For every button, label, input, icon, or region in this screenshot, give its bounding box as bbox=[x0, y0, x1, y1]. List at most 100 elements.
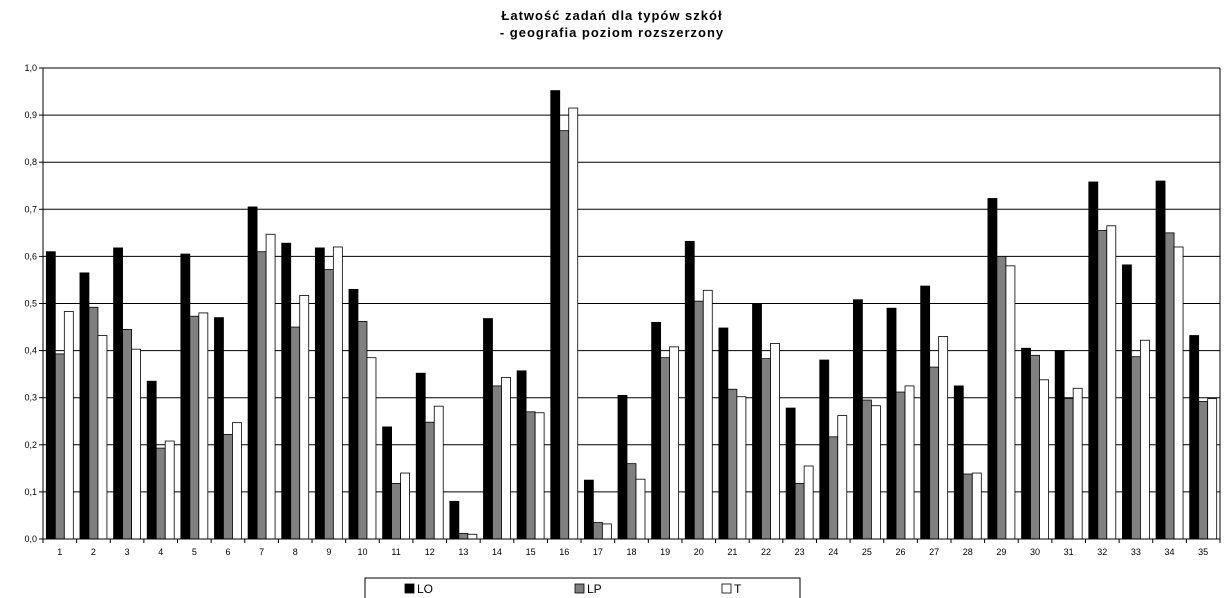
y-tick-label: 0,2 bbox=[24, 440, 37, 450]
bar-lo-30 bbox=[1021, 347, 1031, 540]
bar-lo-17 bbox=[583, 479, 594, 540]
bar-t-8 bbox=[299, 295, 310, 540]
bar-t-10 bbox=[366, 357, 377, 540]
bar-t-18 bbox=[635, 478, 646, 540]
x-tick-label: 13 bbox=[458, 547, 468, 557]
bar-lp-35 bbox=[1198, 401, 1209, 540]
bar-t-4 bbox=[164, 440, 175, 540]
x-tick-label: 19 bbox=[660, 547, 670, 557]
bar-t-20 bbox=[702, 289, 713, 540]
bar-t-33 bbox=[1140, 339, 1150, 540]
bar-lo-14 bbox=[483, 318, 493, 540]
x-tick-label: 2 bbox=[91, 547, 96, 557]
bar-lp-31 bbox=[1063, 398, 1074, 540]
x-tick-label: 26 bbox=[896, 547, 906, 557]
bar-lo-27 bbox=[920, 285, 931, 540]
x-tick-label: 31 bbox=[1064, 547, 1074, 557]
bar-lp-18 bbox=[626, 463, 637, 540]
x-tick-label: 25 bbox=[862, 547, 872, 557]
bar-t-16 bbox=[568, 107, 579, 540]
x-tick-label: 24 bbox=[828, 547, 838, 557]
axes: 0,00,10,20,30,40,50,60,70,80,91,01 2 3 4 5 6 7… bbox=[24, 63, 1221, 557]
bar-t-27 bbox=[938, 336, 949, 540]
bar-t-7 bbox=[265, 233, 276, 540]
x-tick-label: 14 bbox=[492, 547, 502, 557]
bar-lo-10 bbox=[348, 288, 359, 540]
y-tick-label: 0,7 bbox=[24, 204, 37, 214]
bar-lp-32 bbox=[1097, 230, 1108, 540]
x-tick-label: 22 bbox=[761, 547, 771, 557]
bar-lp-26 bbox=[895, 391, 906, 540]
bar-t-11 bbox=[400, 472, 411, 540]
bar-lo-4 bbox=[146, 380, 157, 540]
bars bbox=[45, 90, 1218, 540]
bar-lp-33 bbox=[1131, 356, 1141, 540]
x-tick-label: 20 bbox=[694, 547, 704, 557]
x-tick-label: 30 bbox=[1030, 547, 1040, 557]
y-tick-label: 0,5 bbox=[24, 299, 37, 309]
bar-lp-9 bbox=[323, 269, 334, 540]
bar-t-25 bbox=[871, 405, 881, 540]
x-tick-label: 21 bbox=[727, 547, 737, 557]
x-tick-label: 1 bbox=[57, 547, 62, 557]
bar-lo-15 bbox=[516, 370, 527, 540]
x-tick-label: 16 bbox=[559, 547, 569, 557]
bar-lp-16 bbox=[559, 130, 570, 540]
x-tick-label: 29 bbox=[996, 547, 1006, 557]
bar-lo-23 bbox=[785, 407, 796, 540]
y-tick-label: 0,3 bbox=[24, 393, 37, 403]
bar-lo-32 bbox=[1088, 181, 1099, 540]
bar-t-22 bbox=[770, 343, 780, 540]
bar-t-12 bbox=[433, 405, 444, 540]
bar-t-28 bbox=[971, 472, 982, 540]
bar-lp-5 bbox=[189, 315, 200, 540]
bar-lp-3 bbox=[122, 329, 132, 540]
y-tick-label: 0,1 bbox=[24, 487, 37, 497]
bar-lo-31 bbox=[1054, 350, 1065, 540]
bar-lo-8 bbox=[281, 242, 292, 540]
bar-t-24 bbox=[837, 415, 848, 540]
chart-subtitle: - geografia poziom rozszerzony bbox=[500, 25, 724, 40]
bar-lo-13 bbox=[449, 500, 460, 540]
x-tick-label: 34 bbox=[1165, 547, 1175, 557]
x-tick-label: 35 bbox=[1198, 547, 1208, 557]
bar-t-6 bbox=[232, 422, 242, 540]
bar-t-5 bbox=[198, 312, 209, 540]
bar-lp-6 bbox=[223, 434, 233, 540]
bar-lp-7 bbox=[256, 251, 267, 540]
bar-lo-3 bbox=[113, 247, 123, 540]
bar-t-3 bbox=[131, 348, 141, 540]
legend-swatch-lo bbox=[404, 583, 415, 594]
bar-t-19 bbox=[669, 346, 680, 540]
bar-lp-25 bbox=[862, 399, 872, 540]
bar-t-2 bbox=[97, 335, 108, 540]
bar-t-35 bbox=[1207, 398, 1218, 540]
x-tick-label: 28 bbox=[963, 547, 973, 557]
bar-lp-13 bbox=[458, 532, 469, 540]
legend-label-lo: LO bbox=[417, 582, 433, 596]
bar-t-21 bbox=[736, 396, 747, 540]
bar-t-26 bbox=[904, 385, 915, 540]
y-tick-label: 0,0 bbox=[24, 534, 37, 544]
bar-lp-34 bbox=[1164, 232, 1175, 540]
x-tick-label: 10 bbox=[357, 547, 367, 557]
x-tick-label: 15 bbox=[526, 547, 536, 557]
bar-lo-26 bbox=[886, 307, 897, 540]
bar-lo-35 bbox=[1189, 335, 1200, 540]
y-tick-label: 0,4 bbox=[24, 346, 37, 356]
legend: LO LP T bbox=[364, 577, 801, 598]
bar-t-15 bbox=[534, 412, 545, 540]
x-tick-label: 11 bbox=[391, 547, 400, 557]
x-tick-label: 8 bbox=[293, 547, 298, 557]
bar-lo-20 bbox=[684, 240, 695, 540]
x-tick-label: 18 bbox=[626, 547, 636, 557]
bar-lp-20 bbox=[693, 300, 704, 540]
x-tick-label: 27 bbox=[929, 547, 939, 557]
bar-lo-28 bbox=[953, 385, 964, 540]
bar-lo-25 bbox=[853, 299, 863, 540]
bar-lp-14 bbox=[492, 385, 502, 540]
bar-lo-18 bbox=[617, 394, 628, 540]
x-tick-label: 5 bbox=[192, 547, 197, 557]
bar-lo-34 bbox=[1155, 180, 1166, 540]
